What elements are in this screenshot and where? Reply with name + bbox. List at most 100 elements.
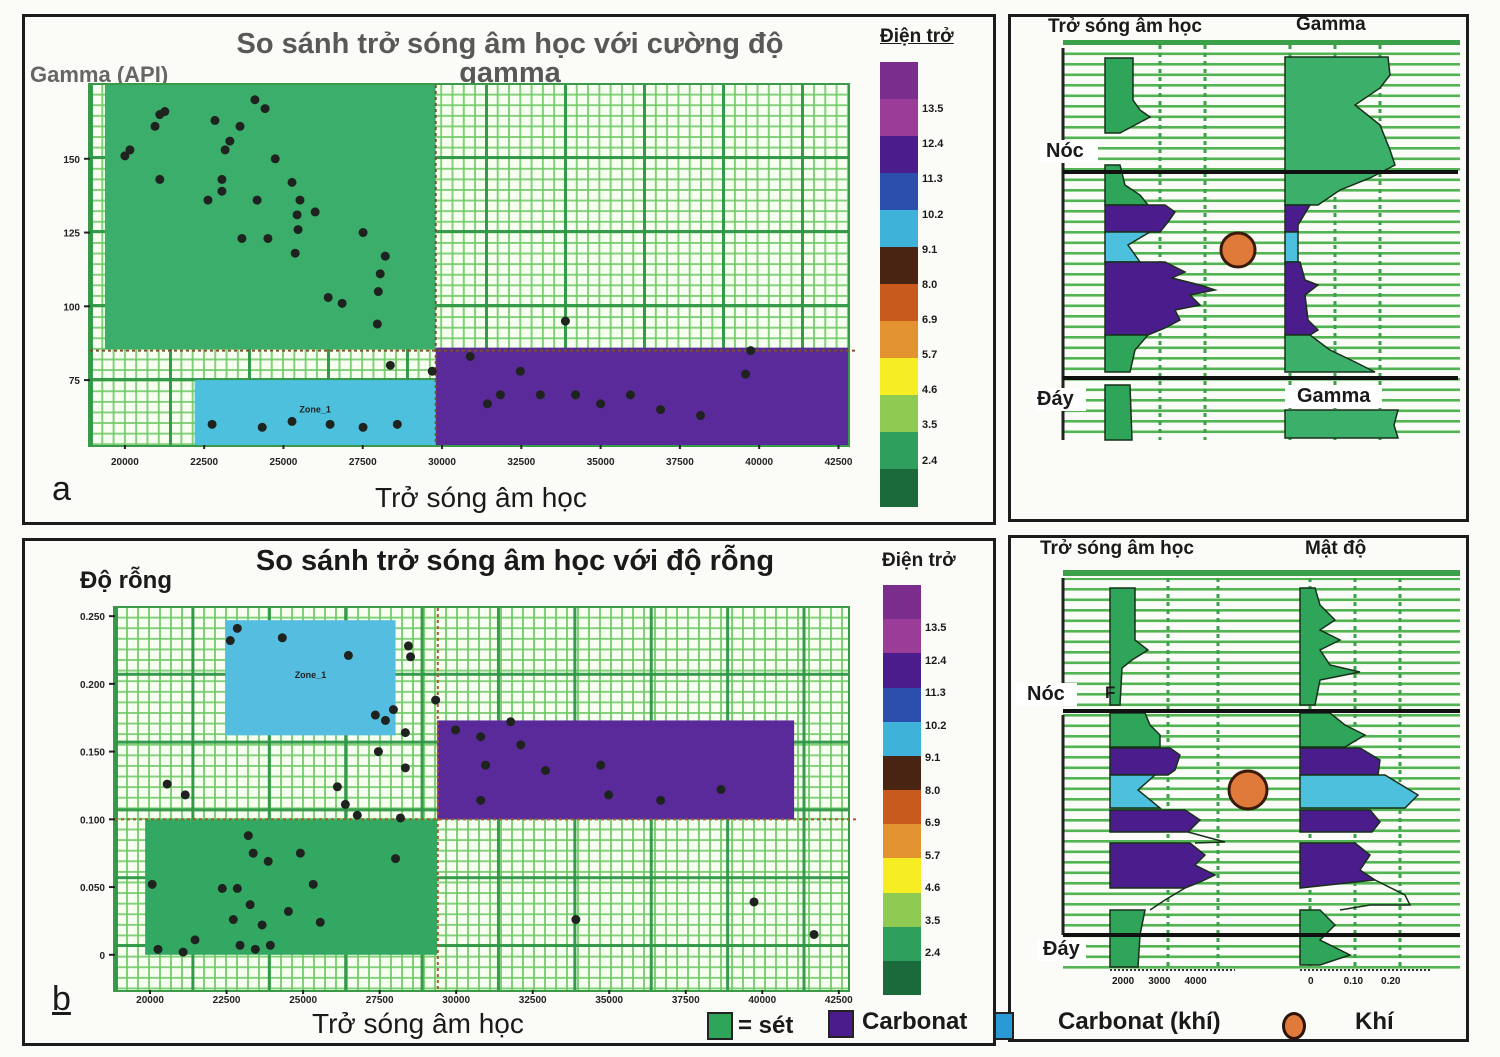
data-point xyxy=(375,269,385,279)
legend-swatch-gas-carbonate xyxy=(994,1012,1014,1040)
colorbar-segment xyxy=(883,892,921,928)
colorbar-segment xyxy=(883,790,921,825)
colorbar-segment xyxy=(880,62,918,100)
y-tick-label: 0.150 xyxy=(80,748,105,759)
data-point xyxy=(310,207,320,217)
data-point xyxy=(388,705,398,715)
panel-a-frame xyxy=(22,14,996,525)
colorbar-tick-label: 12.4 xyxy=(922,138,944,151)
data-point xyxy=(315,917,325,927)
panel-a-colorbar-title: Điện trở xyxy=(880,26,954,47)
well-a-lower-gamma-label: Gamma xyxy=(1285,385,1383,408)
data-point xyxy=(400,763,410,773)
data-point xyxy=(385,360,395,370)
data-point xyxy=(332,782,342,792)
data-point xyxy=(225,636,235,646)
x-tick-label: 35000 xyxy=(595,995,623,1006)
zone-0 xyxy=(104,85,436,350)
colorbar-segment xyxy=(880,210,918,248)
data-point xyxy=(352,810,362,820)
data-point xyxy=(741,369,751,379)
data-point xyxy=(596,399,606,409)
zone-label: Zone_1 xyxy=(299,405,331,415)
x-tick-label: 25000 xyxy=(289,995,317,1006)
data-point xyxy=(120,151,130,161)
data-point xyxy=(277,633,287,643)
colorbar-tick-label: 3.5 xyxy=(925,914,941,927)
acoustic-impedance-log-b xyxy=(1109,587,1226,968)
colorbar-segment xyxy=(883,585,921,620)
well-b-top-label: Nóc xyxy=(1015,683,1077,706)
x-tick-label: 22500 xyxy=(213,995,241,1006)
data-point xyxy=(228,915,238,925)
zone-1 xyxy=(225,620,396,736)
colorbar-segment xyxy=(880,469,918,507)
colorbar-tick-label: 5.7 xyxy=(922,349,938,362)
data-point xyxy=(250,944,260,954)
legend-swatch-carbonate xyxy=(828,1010,854,1038)
data-point xyxy=(656,795,666,805)
data-point xyxy=(147,879,157,889)
colorbar-tick-label: 10.2 xyxy=(925,719,947,732)
well-log-b-frame xyxy=(1008,535,1469,1042)
data-point xyxy=(263,233,273,243)
data-point xyxy=(190,935,200,945)
zone-label: Zone_1 xyxy=(295,670,327,680)
data-point xyxy=(337,298,347,308)
colorbar-segment xyxy=(883,653,921,688)
colorbar-tick-label: 13.5 xyxy=(922,103,944,116)
data-point xyxy=(476,795,486,805)
colorbar-segment xyxy=(883,960,921,996)
colorbar-segment xyxy=(880,321,918,359)
data-point xyxy=(451,725,461,735)
panel-b-x-label: Trở sóng âm học xyxy=(312,1008,524,1039)
zone-1 xyxy=(194,380,436,445)
y-tick-label: 75 xyxy=(69,376,81,387)
well-b-track2-title: Mật độ xyxy=(1305,538,1367,559)
colorbar-segment xyxy=(880,136,918,174)
y-tick-label: 0.100 xyxy=(80,815,105,826)
data-point xyxy=(308,879,318,889)
data-point xyxy=(403,641,413,651)
data-point xyxy=(295,848,305,858)
colorbar-tick-label: 4.6 xyxy=(922,384,938,397)
data-point xyxy=(270,154,280,164)
data-point xyxy=(373,747,383,757)
data-point xyxy=(162,779,172,789)
data-point xyxy=(210,115,220,125)
track2-tick: 0.10 xyxy=(1343,976,1364,987)
colorbar-segment xyxy=(880,358,918,396)
x-tick-label: 30000 xyxy=(442,995,470,1006)
well-a-base-label: Đáy xyxy=(1035,388,1086,411)
data-point xyxy=(257,920,267,930)
y-tick-label: 0.050 xyxy=(80,883,105,894)
data-point xyxy=(235,121,245,131)
colorbar-tick-label: 2.4 xyxy=(922,454,938,467)
colorbar-tick-label: 6.9 xyxy=(925,817,941,830)
y-tick-label: 0.200 xyxy=(80,680,105,691)
colorbar-tick-label: 9.1 xyxy=(922,243,938,256)
well-a-track2-title: Gamma xyxy=(1296,14,1366,35)
data-point xyxy=(290,248,300,258)
x-tick-label: 25000 xyxy=(270,457,298,468)
data-point xyxy=(217,883,227,893)
data-point xyxy=(809,929,819,939)
x-tick-label: 32500 xyxy=(507,457,535,468)
data-point xyxy=(373,287,383,297)
colorbar-segment xyxy=(883,926,921,962)
data-point xyxy=(178,947,188,957)
data-point xyxy=(358,422,368,432)
data-point xyxy=(343,650,353,660)
data-point xyxy=(427,366,437,376)
data-point xyxy=(392,419,402,429)
colorbar-segment xyxy=(883,858,921,893)
data-point xyxy=(325,419,335,429)
data-point xyxy=(431,695,441,705)
legend-label-gas: Khí xyxy=(1355,1008,1394,1035)
x-tick-label: 40000 xyxy=(748,995,776,1006)
data-point xyxy=(237,233,247,243)
well-log-a xyxy=(1061,40,1460,441)
colorbar-tick-label: 3.5 xyxy=(922,419,938,432)
